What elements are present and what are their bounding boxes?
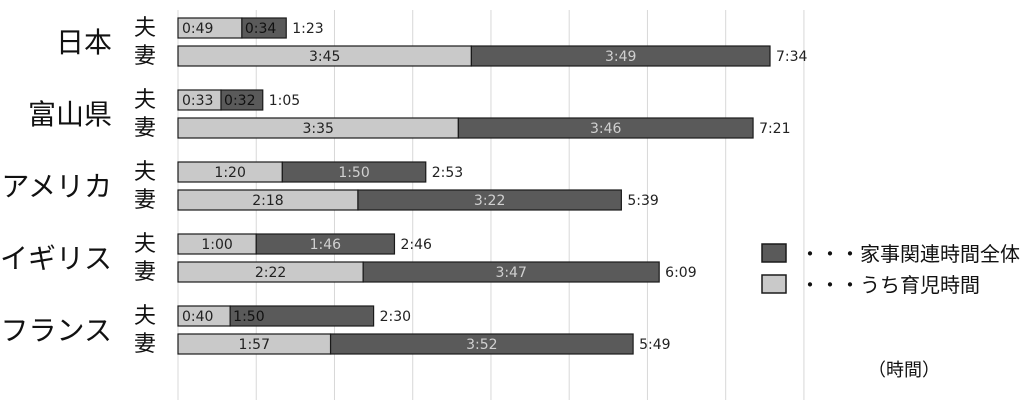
value-label-childcare: 2:18 bbox=[252, 193, 283, 209]
value-label-total: 1:05 bbox=[269, 93, 300, 109]
bar-housework-rest bbox=[255, 233, 396, 255]
value-label-childcare: 3:45 bbox=[309, 49, 340, 65]
wife-label: 妻 bbox=[134, 116, 156, 141]
value-label-childcare: 1:57 bbox=[239, 337, 270, 353]
husband-label: 夫 bbox=[134, 304, 156, 329]
value-label-total: 5:39 bbox=[627, 193, 658, 209]
country-label: 富山県 bbox=[28, 98, 112, 131]
legend-label-housework: ・・・家事関連時間全体 bbox=[800, 242, 1020, 266]
bar-housework-rest bbox=[470, 45, 771, 67]
value-label-rest: 0:32 bbox=[224, 93, 255, 109]
bar-housework-rest bbox=[220, 89, 264, 111]
wife-label: 妻 bbox=[134, 260, 156, 285]
value-label-rest: 1:50 bbox=[338, 165, 369, 181]
value-label-total: 1:23 bbox=[292, 21, 323, 37]
value-label-rest: 3:49 bbox=[605, 49, 636, 65]
legend-swatch-housework bbox=[761, 243, 787, 263]
value-label-total: 2:30 bbox=[380, 309, 411, 325]
value-label-total: 2:46 bbox=[400, 237, 432, 253]
wife-label: 妻 bbox=[134, 188, 156, 213]
husband-label: 夫 bbox=[134, 16, 156, 41]
husband-label: 夫 bbox=[134, 88, 156, 113]
value-label-childcare: 3:35 bbox=[302, 121, 333, 137]
value-label-childcare: 2:22 bbox=[255, 265, 286, 281]
legend: ・・・家事関連時間全体 ・・・うち育児時間 bbox=[761, 242, 1020, 297]
wife-label: 妻 bbox=[134, 332, 156, 357]
bar-housework-rest bbox=[229, 305, 375, 327]
value-label-total: 2:53 bbox=[432, 165, 463, 181]
value-label-rest: 3:52 bbox=[466, 337, 497, 353]
value-label-childcare: 0:40 bbox=[182, 309, 213, 325]
legend-label-childcare: ・・・うち育児時間 bbox=[800, 273, 980, 297]
value-label-childcare: 0:33 bbox=[182, 93, 213, 109]
legend-swatch-childcare bbox=[761, 274, 787, 294]
value-label-childcare: 0:49 bbox=[182, 21, 213, 37]
value-label-total: 7:34 bbox=[776, 49, 808, 65]
bar-housework-rest bbox=[241, 17, 287, 39]
value-label-rest: 3:47 bbox=[495, 265, 526, 281]
unit-label: （時間） bbox=[868, 360, 940, 381]
value-label-total: 5:49 bbox=[639, 337, 670, 353]
bar-housework-rest bbox=[357, 189, 622, 211]
bar-housework-rest bbox=[362, 261, 660, 283]
value-label-childcare: 1:20 bbox=[214, 165, 245, 181]
country-label: アメリカ bbox=[1, 170, 112, 203]
country-label: 日本 bbox=[56, 26, 112, 59]
husband-label: 夫 bbox=[134, 232, 156, 257]
value-label-total: 7:21 bbox=[759, 121, 790, 137]
value-label-total: 6:09 bbox=[665, 265, 696, 281]
value-label-rest: 0:34 bbox=[245, 21, 277, 37]
country-label: フランス bbox=[1, 314, 112, 347]
bar-housework-rest bbox=[457, 117, 754, 139]
value-label-rest: 1:50 bbox=[233, 309, 264, 325]
country-label: イギリス bbox=[0, 242, 112, 275]
value-label-rest: 3:22 bbox=[474, 193, 505, 209]
value-label-rest: 1:46 bbox=[310, 237, 342, 253]
labels: 日本夫 0:49 0:34 1:23妻 3:45 3:49 7:34富山県夫 0:33 0:32… bbox=[0, 16, 808, 357]
value-label-rest: 3:46 bbox=[590, 121, 622, 137]
value-label-childcare: 1:00 bbox=[201, 237, 232, 253]
bar-housework-rest bbox=[329, 333, 634, 355]
husband-label: 夫 bbox=[134, 160, 156, 185]
bars bbox=[177, 17, 771, 355]
bar-housework-rest bbox=[281, 161, 427, 183]
wife-label: 妻 bbox=[134, 44, 156, 69]
